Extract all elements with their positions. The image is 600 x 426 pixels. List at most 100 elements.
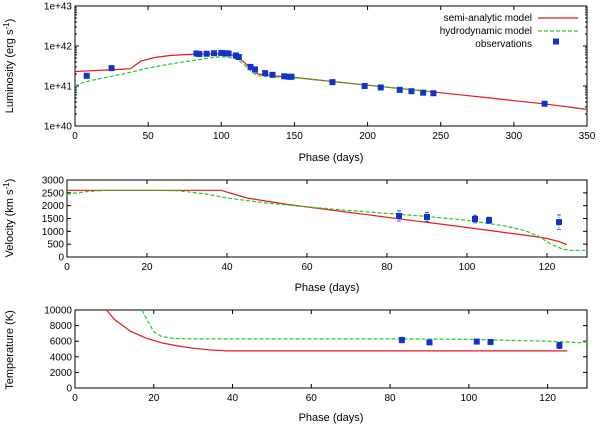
x-tick-label: 40 (221, 262, 233, 273)
x-tick-label: 350 (579, 131, 596, 142)
observation-point (424, 213, 430, 220)
observation-point (541, 100, 548, 107)
observation-point (218, 49, 225, 56)
x-tick-label: 250 (432, 131, 449, 142)
observation-point (408, 88, 415, 95)
observation-point (247, 63, 254, 70)
semi-analytic-model-line (106, 309, 568, 352)
x-tick-label: 80 (381, 262, 393, 273)
observation-point (556, 342, 563, 349)
observation-point (486, 217, 492, 224)
y-tick-label: 8000 (50, 321, 73, 332)
observation-point (225, 50, 232, 57)
y-tick-label: 1000 (42, 227, 65, 238)
observation-point (196, 51, 203, 58)
legend-label-hydrodynamic: hydrodynamic model (440, 26, 532, 37)
observation-point (556, 219, 562, 226)
y-tick-label: 2500 (42, 188, 65, 199)
temperature-plot-frame (74, 309, 588, 389)
y-tick-label: 1e+42 (44, 42, 73, 53)
velocity-ylabel-sup: -1 (2, 182, 11, 190)
luminosity-ylabel-end: ) (4, 19, 16, 23)
y-tick-label: 2000 (42, 201, 65, 212)
velocity-panel: 0 20 40 60 80 100 120050010001500200025003000 … (2, 176, 588, 294)
legend-label-observations: observations (475, 39, 532, 50)
x-tick-label: 80 (385, 393, 397, 404)
temperature-panel: 0 20 40 60 80 100 120 0 2000 4000 6000 8000 10000 Ph… (4, 306, 588, 424)
legend-label-semi-analytic: semi-analytic model (444, 13, 532, 24)
y-tick-label: 3000 (42, 176, 65, 187)
observation-point (235, 54, 242, 61)
observation-point (377, 84, 384, 91)
x-tick-label: 150 (286, 131, 303, 142)
observation-point (361, 83, 368, 89)
x-tick-label: 100 (213, 131, 230, 142)
velocity-series (66, 189, 587, 251)
temperature-series (106, 309, 588, 352)
velocity-plot-frame (66, 179, 588, 258)
x-tick-label: 100 (461, 393, 478, 404)
luminosity-ylabel-main: Luminosity (erg s (4, 29, 16, 113)
observation-point (108, 65, 115, 72)
observation-point (473, 338, 480, 345)
velocity-xlabel: Phase (days) (295, 282, 360, 294)
velocity-ylabel-end: ) (4, 179, 16, 183)
observation-point (472, 216, 478, 223)
x-tick-label: 50 (143, 131, 155, 142)
x-tick-label: 20 (148, 393, 160, 404)
temperature-grid-ticks: 0 20 40 60 80 100 120 0 2000 4000 6000 8000 10000 (44, 306, 587, 404)
temperature-observations (398, 336, 563, 350)
y-tick-label: 6000 (50, 337, 73, 348)
luminosity-grid-ticks: 0 50 100 150 200 250 300 350 1e+40 1e+41 1e+42 1e+4… (44, 2, 596, 143)
x-tick-label: 300 (506, 131, 523, 142)
y-tick-label: 500 (47, 240, 64, 251)
luminosity-ylabel: Luminosity (erg s-1) (2, 19, 16, 114)
observation-point (396, 212, 402, 219)
temperature-xlabel: Phase (days) (299, 412, 364, 424)
y-tick-label: 0 (66, 384, 72, 395)
y-tick-label: 1e+43 (44, 2, 73, 13)
luminosity-plot-frame (74, 5, 588, 127)
observation-point (262, 70, 269, 77)
observation-point (420, 89, 427, 96)
hydrodynamic-model-line (141, 309, 588, 344)
velocity-observations (396, 210, 562, 230)
x-tick-label: 60 (306, 393, 318, 404)
observation-point (203, 50, 210, 57)
y-tick-label: 0 (58, 253, 64, 264)
temperature-ylabel: Temperature (K) (4, 310, 16, 389)
legend: semi-analytic model hydrodynamic model o… (440, 13, 578, 50)
velocity-ylabel-main: Velocity (km s (4, 189, 16, 257)
x-tick-label: 120 (539, 393, 556, 404)
legend-marker-observations (553, 38, 559, 45)
observation-point (487, 338, 494, 345)
y-tick-label: 10000 (44, 306, 72, 317)
y-tick-label: 2000 (50, 368, 73, 379)
y-tick-label: 4000 (50, 352, 73, 363)
x-tick-label: 20 (141, 262, 153, 273)
observation-point (269, 71, 276, 78)
x-tick-label: 40 (227, 393, 239, 404)
y-tick-label: 1e+41 (44, 82, 73, 93)
y-tick-label: 1500 (42, 214, 65, 225)
y-tick-label: 1e+40 (44, 122, 73, 133)
observation-point (426, 339, 433, 346)
x-tick-label: 0 (64, 262, 70, 273)
observation-point (251, 66, 258, 73)
observation-point (210, 50, 217, 57)
luminosity-ylabel-sup: -1 (2, 22, 11, 30)
x-tick-label: 0 (72, 393, 78, 404)
x-tick-label: 200 (359, 131, 376, 142)
observation-point (281, 73, 288, 80)
x-tick-label: 100 (459, 262, 476, 273)
observation-point (329, 79, 336, 86)
hydrodynamic-model-line (66, 189, 587, 251)
observation-point (288, 73, 295, 80)
luminosity-observations (83, 49, 548, 107)
observation-point (430, 90, 437, 97)
x-tick-label: 60 (301, 262, 313, 273)
x-tick-label: 0 (72, 131, 78, 142)
velocity-ylabel: Velocity (km s-1) (2, 179, 16, 258)
